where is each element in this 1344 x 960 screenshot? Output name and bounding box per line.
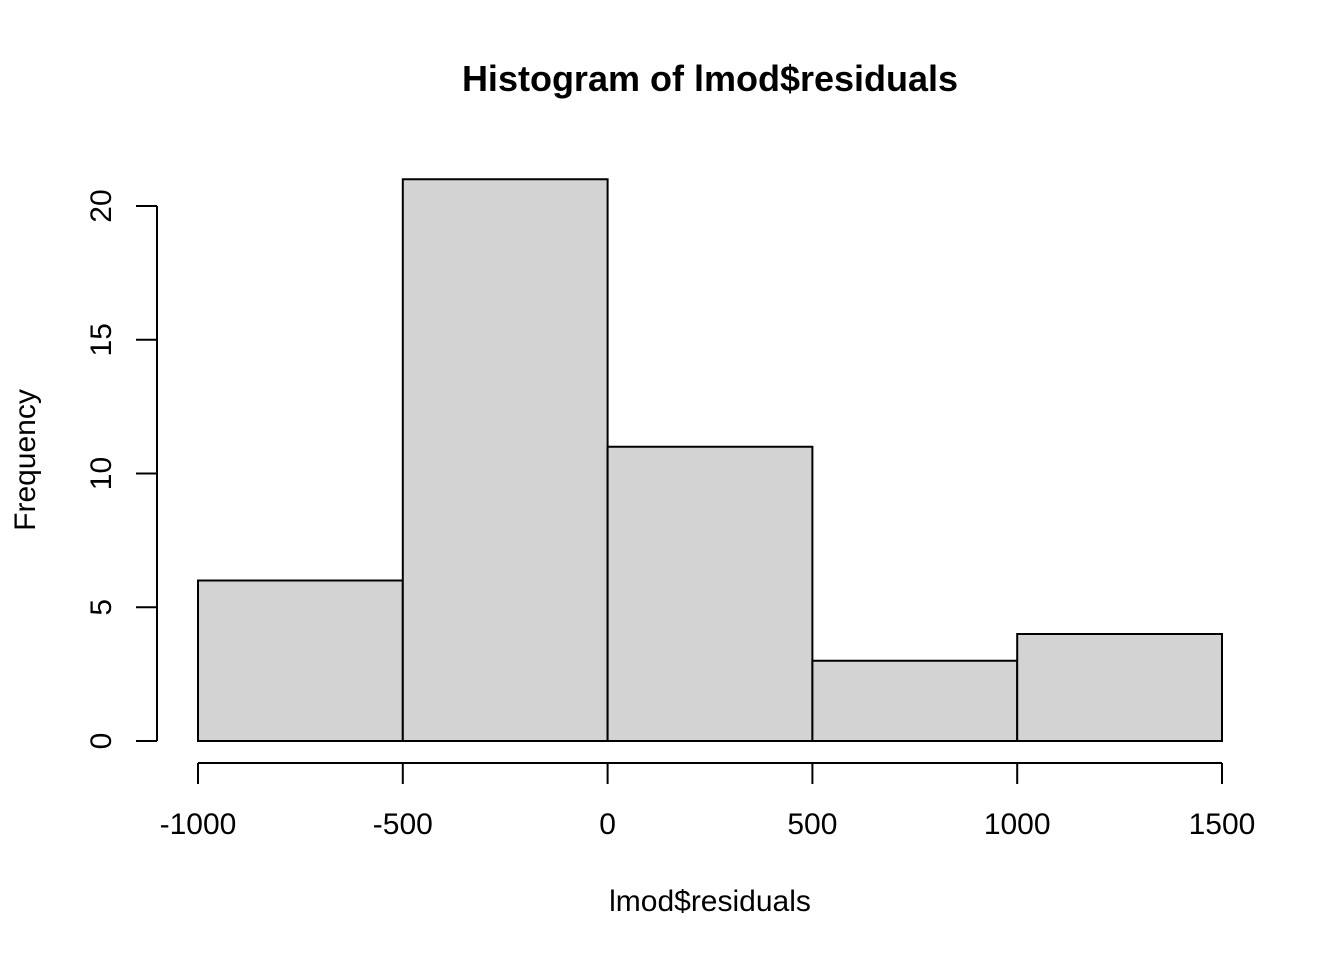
x-tick-label: -500 bbox=[373, 808, 433, 841]
histogram-bar-2 bbox=[606, 445, 814, 742]
histogram-bar-4 bbox=[1016, 633, 1224, 742]
x-tick-label: -1000 bbox=[160, 808, 237, 841]
histogram-bar-3 bbox=[811, 659, 1019, 742]
y-axis-label: Frequency bbox=[9, 389, 42, 531]
y-tick-label: 0 bbox=[85, 733, 118, 750]
y-tick-label: 20 bbox=[85, 189, 118, 222]
x-tick-label: 500 bbox=[787, 808, 837, 841]
chart-title: Histogram of lmod$residuals bbox=[462, 58, 958, 99]
bars-group bbox=[197, 178, 1224, 742]
x-tick-label: 1000 bbox=[984, 808, 1051, 841]
y-tick-label: 10 bbox=[85, 457, 118, 490]
x-tick-label: 0 bbox=[599, 808, 616, 841]
y-tick-label: 15 bbox=[85, 323, 118, 356]
x-axis: -1000 -500 0 500 1000 1500 bbox=[160, 762, 1256, 841]
y-tick-label: 5 bbox=[85, 599, 118, 616]
x-axis-label: lmod$residuals bbox=[609, 885, 811, 918]
x-tick-label: 1500 bbox=[1189, 808, 1256, 841]
histogram-bar-0 bbox=[197, 579, 404, 742]
histogram-bar-1 bbox=[401, 178, 609, 742]
y-axis: 0 5 10 15 20 bbox=[85, 189, 158, 750]
